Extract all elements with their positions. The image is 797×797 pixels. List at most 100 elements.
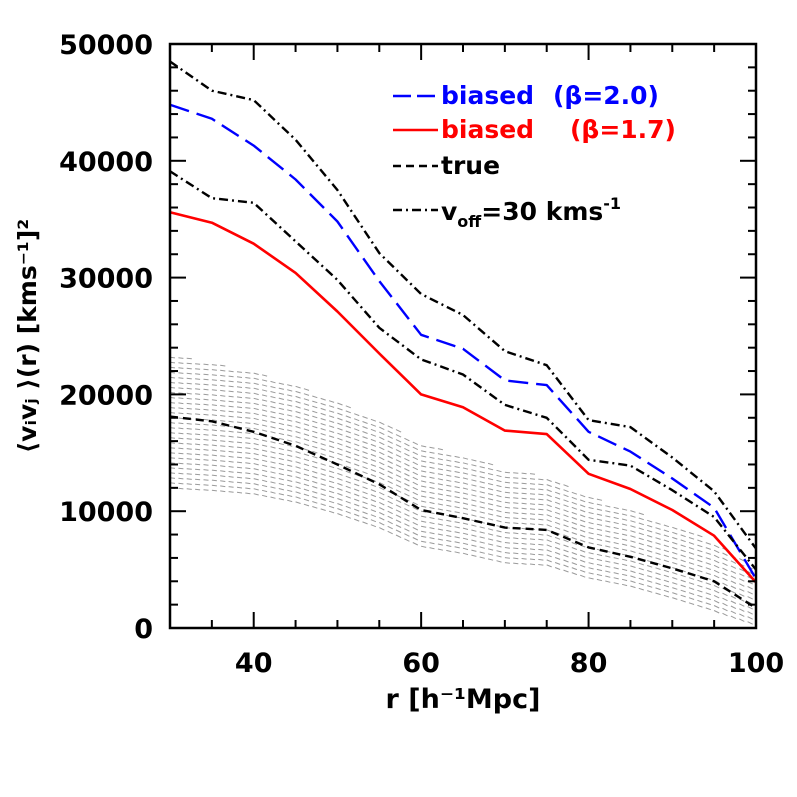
band-hatch (362, 451, 368, 455)
band-hatch (379, 522, 385, 526)
band-hatch (688, 597, 695, 600)
band-hatch (245, 447, 251, 449)
band-hatch (278, 457, 285, 461)
band-hatch (186, 357, 192, 360)
band-hatch (228, 486, 234, 488)
band-hatch (412, 471, 419, 476)
band-hatch (320, 503, 326, 506)
band-hatch (186, 367, 192, 370)
band-hatch (446, 499, 452, 502)
band-hatch (270, 451, 276, 454)
band-hatch (462, 507, 469, 510)
band-hatch (513, 487, 519, 489)
band-hatch (647, 519, 653, 523)
band-hatch (245, 387, 251, 389)
band-hatch (220, 435, 226, 437)
band-hatch (529, 498, 536, 500)
band-hatch (395, 454, 402, 458)
band-hatch (437, 463, 444, 466)
band-hatch (186, 488, 192, 490)
band-hatch (613, 532, 619, 535)
band-hatch (312, 460, 318, 464)
band-hatch (655, 582, 661, 586)
band-hatch (379, 426, 385, 431)
band-hatch (261, 454, 268, 457)
band-hatch (730, 600, 737, 604)
band-hatch (630, 585, 636, 589)
band-hatch (471, 459, 477, 462)
band-hatch (462, 472, 469, 475)
band-hatch (596, 503, 603, 506)
band-hatch (529, 543, 536, 545)
band-hatch (580, 509, 586, 513)
band-hatch (680, 549, 686, 553)
band-hatch (387, 520, 393, 525)
band-hatch (554, 541, 561, 545)
band-hatch (471, 539, 477, 542)
band-hatch (303, 453, 310, 457)
band-hatch (203, 398, 209, 401)
band-hatch (429, 446, 435, 449)
band-hatch (370, 438, 377, 442)
band-hatch (370, 428, 377, 432)
band-hatch (688, 577, 695, 580)
band-hatch (672, 562, 678, 565)
legend-voff-sup: -1 (603, 194, 621, 213)
band-hatch (287, 424, 293, 427)
band-hatch (270, 421, 276, 424)
band-hatch (680, 589, 686, 593)
band-hatch (379, 431, 385, 436)
band-hatch (496, 510, 502, 513)
band-hatch (379, 507, 385, 511)
band-hatch (613, 557, 619, 560)
band-hatch (563, 524, 569, 528)
band-hatch (195, 473, 201, 476)
band-hatch (195, 368, 201, 370)
band-hatch (655, 527, 661, 530)
band-hatch (538, 538, 544, 541)
band-hatch (195, 438, 201, 441)
band-hatch (320, 478, 326, 481)
band-hatch (379, 512, 385, 516)
band-hatch (446, 484, 452, 487)
band-hatch (203, 408, 209, 411)
band-hatch (253, 483, 259, 486)
band-hatch (203, 423, 209, 426)
band-hatch (504, 562, 510, 564)
band-hatch (186, 433, 192, 435)
band-hatch (454, 541, 460, 544)
band-hatch (420, 520, 427, 523)
band-hatch (496, 530, 502, 533)
band-hatch (454, 491, 460, 494)
band-hatch (236, 486, 243, 489)
band-hatch (220, 410, 226, 412)
band-hatch (287, 409, 293, 412)
band-hatch (379, 471, 385, 476)
band-hatch (362, 481, 368, 485)
band-hatch (680, 579, 686, 583)
band-hatch (588, 557, 594, 560)
band-hatch (203, 439, 209, 441)
band-hatch (312, 415, 318, 419)
band-hatch (513, 537, 519, 540)
band-hatch (345, 425, 351, 429)
band-hatch (345, 470, 351, 474)
band-hatch (705, 557, 711, 560)
band-hatch (261, 494, 268, 498)
band-hatch (705, 587, 711, 591)
band-hatch (554, 496, 561, 500)
band-hatch (178, 357, 184, 359)
band-hatch (261, 469, 268, 472)
band-hatch (287, 439, 293, 442)
band-hatch (270, 481, 276, 484)
band-hatch (663, 554, 670, 558)
band-hatch (554, 521, 561, 525)
legend-entry-beta-2: biased (β=2.0) (393, 81, 659, 110)
band-hatch (630, 545, 636, 548)
band-hatch (680, 539, 686, 543)
band-hatch (245, 472, 251, 475)
band-hatch (420, 525, 427, 528)
band-hatch (563, 529, 569, 533)
band-hatch (345, 475, 351, 479)
